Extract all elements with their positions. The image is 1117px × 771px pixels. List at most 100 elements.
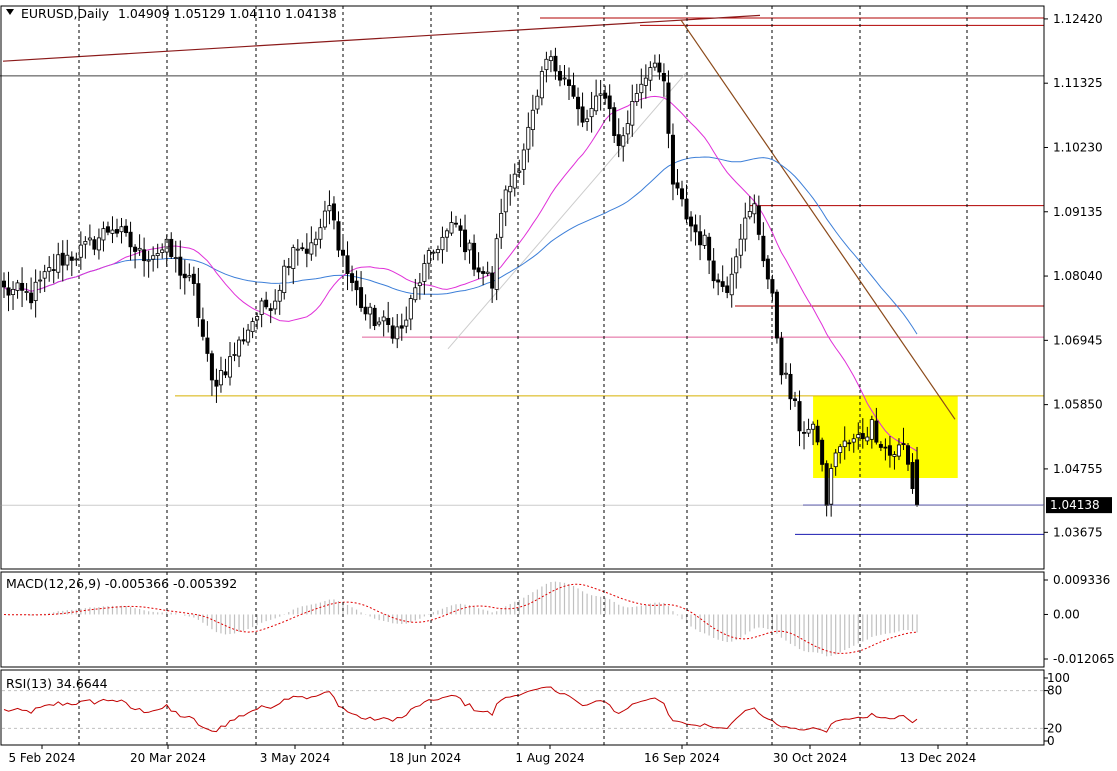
candle-body[interactable]: [906, 445, 911, 465]
candle-body[interactable]: [146, 259, 151, 262]
candle-body[interactable]: [707, 236, 712, 261]
candle-body[interactable]: [268, 308, 273, 311]
candle-body[interactable]: [594, 95, 599, 112]
falling-trendline[interactable]: [680, 19, 956, 420]
candle-body[interactable]: [178, 256, 183, 276]
candle-body[interactable]: [124, 225, 129, 234]
candle-body[interactable]: [227, 356, 232, 378]
candle-body[interactable]: [259, 300, 264, 315]
candle-body[interactable]: [883, 446, 888, 449]
candle-body[interactable]: [530, 109, 535, 131]
candle-body[interactable]: [386, 317, 391, 325]
candle-body[interactable]: [87, 237, 92, 241]
candle-body[interactable]: [824, 463, 829, 506]
candle-body[interactable]: [309, 242, 314, 255]
candle-body[interactable]: [327, 205, 332, 212]
candle-body[interactable]: [29, 292, 34, 304]
candle-body[interactable]: [779, 337, 784, 376]
candle-body[interactable]: [101, 228, 106, 241]
candle-body[interactable]: [110, 229, 115, 234]
candle-body[interactable]: [395, 326, 400, 340]
candle-body[interactable]: [725, 285, 730, 293]
candle-body[interactable]: [548, 56, 553, 61]
candle-body[interactable]: [133, 246, 138, 252]
candle-body[interactable]: [377, 321, 382, 325]
candle-body[interactable]: [661, 73, 666, 82]
candle-body[interactable]: [869, 419, 874, 440]
candle-body[interactable]: [173, 257, 178, 259]
candle-body[interactable]: [331, 203, 336, 221]
candle-body[interactable]: [15, 282, 20, 291]
candle-body[interactable]: [354, 280, 359, 291]
candle-body[interactable]: [119, 226, 124, 233]
candle-body[interactable]: [295, 248, 300, 251]
candle-body[interactable]: [20, 282, 25, 291]
candle-body[interactable]: [336, 221, 341, 251]
candle-body[interactable]: [200, 319, 205, 337]
candle-body[interactable]: [896, 444, 901, 457]
candle-body[interactable]: [264, 299, 269, 308]
candle-body[interactable]: [811, 423, 816, 430]
candle-body[interactable]: [657, 62, 662, 73]
candle-body[interactable]: [508, 185, 513, 193]
candle-body[interactable]: [698, 231, 703, 246]
candle-body[interactable]: [607, 95, 612, 110]
candle-body[interactable]: [720, 281, 725, 287]
candle-body[interactable]: [277, 289, 282, 302]
candle-body[interactable]: [571, 85, 576, 97]
candle-body[interactable]: [300, 247, 305, 250]
candle-body[interactable]: [151, 255, 156, 260]
candle-body[interactable]: [738, 238, 743, 256]
candle-body[interactable]: [241, 339, 246, 342]
candle-body[interactable]: [313, 238, 318, 246]
candle-body[interactable]: [205, 337, 210, 354]
candle-body[interactable]: [444, 230, 449, 238]
candle-body[interactable]: [413, 287, 418, 301]
candle-body[interactable]: [476, 267, 481, 273]
candle-body[interactable]: [639, 83, 644, 94]
candle-body[interactable]: [643, 77, 648, 86]
candle-body[interactable]: [115, 229, 120, 234]
candle-body[interactable]: [539, 71, 544, 99]
candle-body[interactable]: [865, 436, 870, 442]
candle-body[interactable]: [598, 93, 603, 96]
candle-body[interactable]: [155, 253, 160, 256]
candle-body[interactable]: [576, 96, 581, 110]
candle-body[interactable]: [417, 282, 422, 287]
candle-body[interactable]: [806, 428, 811, 434]
candle-body[interactable]: [743, 217, 748, 240]
candle-body[interactable]: [191, 273, 196, 284]
candle-body[interactable]: [752, 203, 757, 215]
candle-body[interactable]: [381, 316, 386, 322]
candle-body[interactable]: [544, 58, 549, 71]
candle-body[interactable]: [689, 216, 694, 227]
candle-body[interactable]: [422, 263, 427, 282]
candle-body[interactable]: [526, 126, 531, 150]
candle-body[interactable]: [680, 188, 685, 200]
candle-body[interactable]: [860, 433, 865, 440]
candle-body[interactable]: [282, 265, 287, 294]
candle-body[interactable]: [512, 173, 517, 189]
candle-body[interactable]: [702, 234, 707, 246]
candle-body[interactable]: [716, 279, 721, 283]
candle-body[interactable]: [232, 354, 237, 356]
candle-body[interactable]: [449, 222, 454, 234]
candle-body[interactable]: [128, 231, 133, 248]
candle-body[interactable]: [246, 329, 251, 343]
candle-body[interactable]: [693, 224, 698, 233]
candle-body[interactable]: [734, 256, 739, 274]
candle-body[interactable]: [783, 372, 788, 375]
candle-body[interactable]: [11, 288, 16, 295]
candle-body[interactable]: [793, 398, 798, 401]
candle-body[interactable]: [431, 251, 436, 254]
candle-body[interactable]: [182, 273, 187, 279]
candle-body[interactable]: [137, 247, 142, 251]
candle-body[interactable]: [630, 101, 635, 126]
candle-body[interactable]: [169, 238, 174, 257]
candle-body[interactable]: [78, 244, 83, 258]
candle-body[interactable]: [820, 439, 825, 465]
candle-body[interactable]: [250, 321, 255, 333]
candle-body[interactable]: [589, 108, 594, 118]
candle-body[interactable]: [223, 371, 228, 376]
